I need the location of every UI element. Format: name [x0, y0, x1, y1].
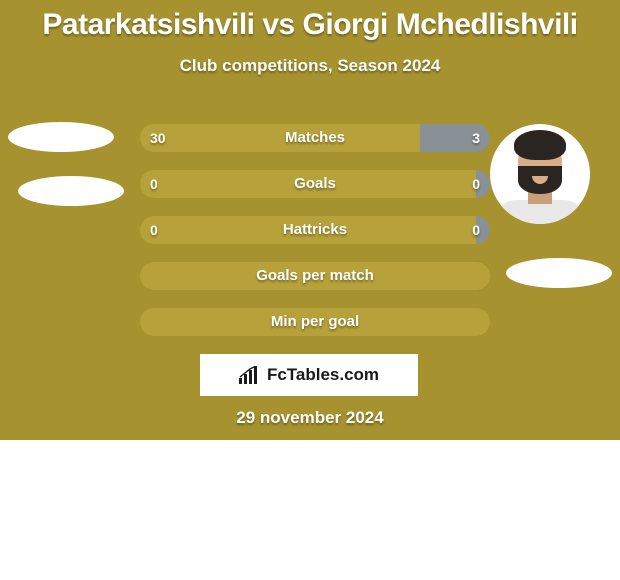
player-left-oval-2: [18, 176, 124, 206]
stat-bar-left-seg: [140, 124, 420, 152]
stat-bar-row: Goals per match: [140, 262, 490, 290]
brand-text: FcTables.com: [267, 365, 379, 385]
player-left-oval-1: [8, 122, 114, 152]
stat-bar-right-seg: [420, 124, 490, 152]
player-right-oval: [506, 258, 612, 288]
card-subtitle: Club competitions, Season 2024: [0, 56, 620, 76]
chart-icon: [239, 366, 261, 384]
stat-bar-left-seg: [140, 308, 490, 336]
stat-bar-row: Hattricks00: [140, 216, 490, 244]
card-title: Patarkatsishvili vs Giorgi Mchedlishvili: [0, 0, 620, 42]
stat-bars: Matches303 Goals00 Hattricks00 Goals per ma…: [140, 124, 490, 354]
stat-bar-row: Matches303: [140, 124, 490, 152]
stat-bar-right-seg: [476, 216, 490, 244]
stat-bar-left-seg: [140, 262, 490, 290]
comparison-card: Patarkatsishvili vs Giorgi Mchedlishvili…: [0, 0, 620, 440]
stat-bar-row: Goals00: [140, 170, 490, 198]
player-right-avatar: [490, 124, 590, 224]
stat-bar-left-seg: [140, 170, 476, 198]
stat-bar-row: Min per goal: [140, 308, 490, 336]
brand-box: FcTables.com: [200, 354, 418, 396]
stat-bar-right-seg: [476, 170, 490, 198]
stat-bar-left-seg: [140, 216, 476, 244]
card-date: 29 november 2024: [0, 408, 620, 428]
